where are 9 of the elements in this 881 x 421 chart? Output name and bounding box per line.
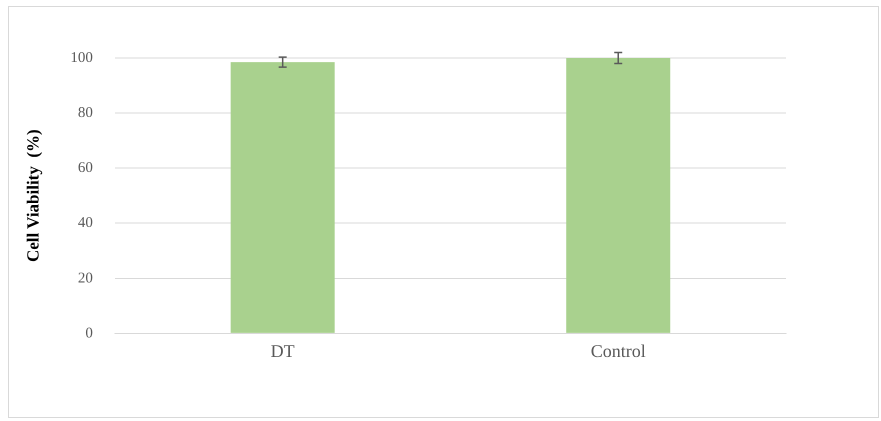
y-tick-label: 60 <box>78 160 93 176</box>
x-tick-label: DT <box>270 340 295 361</box>
y-axis-title: Cell Viability (%) <box>24 129 43 262</box>
y-tick-label: 100 <box>70 50 93 66</box>
y-tick-label: 0 <box>85 325 93 342</box>
x-tick-label: Control <box>590 340 646 361</box>
y-tick-label: 40 <box>78 215 93 232</box>
y-tick-label: 80 <box>78 105 93 122</box>
y-tick-label: 20 <box>78 270 93 286</box>
